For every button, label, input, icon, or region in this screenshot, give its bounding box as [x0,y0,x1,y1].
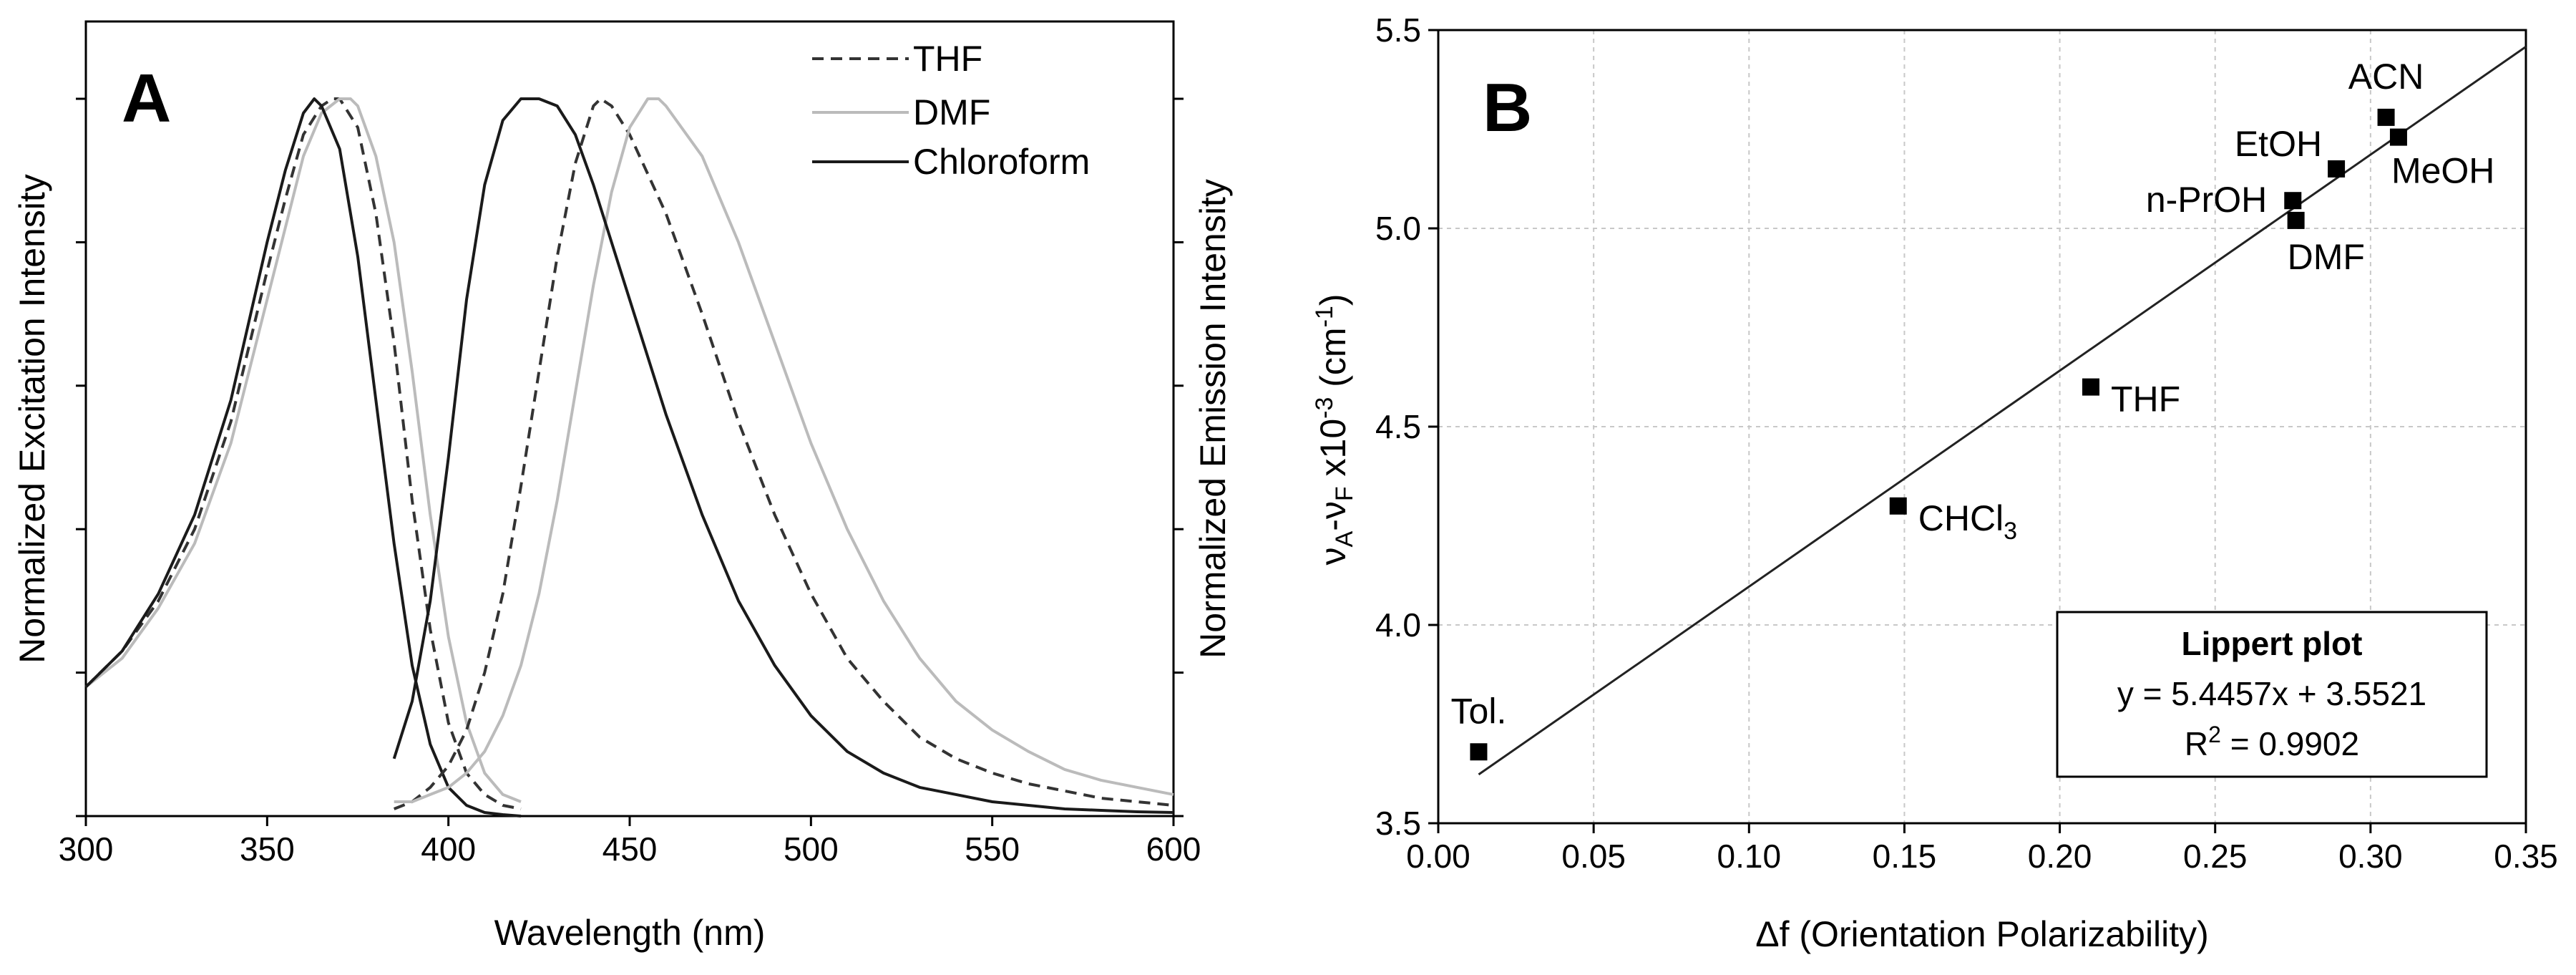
data-point-acn [2377,108,2395,126]
panel-a-label: A [122,60,171,137]
x-tick-label: 550 [965,830,1020,868]
x-tick-label: 350 [240,830,295,868]
x-tick-label: 0.25 [2183,838,2248,875]
panel-a-x-ticks: 300 350 400 450 500 550 600 [59,816,1201,868]
data-point-etoh [2328,160,2346,178]
data-point-n-proh [2284,192,2302,210]
panel-a-y-axis-label: Normalized Excitation Intensity [12,174,52,664]
x-tick-label: 0.10 [1717,838,1782,875]
data-point-chcl [1889,497,1907,515]
panel-b-points [1470,108,2407,761]
thf-emission-curve [393,97,1174,810]
x-tick-label: 0.00 [1406,838,1470,875]
lippert-annotation-box: Lippert plot y = 5.4457x + 3.5521 R2 = 0… [2056,611,2488,778]
y-tick-label: 5.0 [1375,210,1421,247]
legend-label-thf: THF [913,39,982,79]
x-tick-label: 400 [421,830,476,868]
point-label-thf: THF [2111,379,2180,419]
legend-label-chloroform: Chloroform [913,142,1090,182]
data-point-thf [2082,378,2099,396]
x-tick-label: 0.05 [1561,838,1626,875]
panel-b-label: B [1483,69,1532,146]
x-tick-label: 500 [784,830,839,868]
panel-a-y-ticks [76,97,1184,818]
point-label-meoh: MeOH [2391,151,2494,191]
point-label-dmf: DMF [2288,237,2365,277]
panel-a-x-axis-label: Wavelength (nm) [494,913,766,953]
legend-label-dmf: DMF [913,92,990,132]
panel-b-x-ticks: 0.00 0.05 0.10 0.15 0.20 0.25 0.30 0.35 [1406,823,2558,875]
point-label-etoh: EtOH [2235,124,2322,164]
y-tick-label: 4.5 [1375,408,1421,445]
annotation-title: Lippert plot [2182,625,2363,662]
x-tick-label: 0.35 [2494,838,2558,875]
panel-a-chart: A 300 350 400 450 500 550 600 Wavelength (nm) … [12,20,1233,953]
panel-a-plot-frame [84,20,1175,818]
panel-b-chart: B 0.00 0.05 0.10 0.15 0.20 0.25 0.30 0.35 3.5 4.… [1311,11,2558,954]
annotation-r-squared: R2 = 0.9902 [2185,722,2359,762]
panel-b-y-ticks: 3.5 4.0 4.5 5.0 5.5 [1375,11,1438,842]
x-tick-label: 0.20 [2028,838,2092,875]
x-tick-label: 600 [1146,830,1201,868]
y-tick-label: 3.5 [1375,805,1421,842]
data-point-dmf [2287,211,2305,229]
y-tick-label: 5.5 [1375,11,1421,49]
panel-b-fit-line [1478,45,2527,776]
x-tick-label: 300 [59,830,114,868]
panel-b-x-axis-label: Δf (Orientation Polarizability) [1755,914,2209,954]
x-tick-label: 450 [602,830,658,868]
x-tick-label: 0.15 [1873,838,1937,875]
panel-b-point-labels: Tol. CHCl3 THF DMF n-PrOH EtOH ACN MeOH [1451,57,2495,731]
dmf-excitation-curve [84,97,522,803]
point-label-acn: ACN [2348,57,2424,97]
panel-a-legend: THF DMF Chloroform [812,39,1090,182]
chloroform-excitation-curve [84,97,522,818]
data-point-meoh [2389,128,2407,146]
dmf-emission-curve [394,97,1174,803]
thf-excitation-curve [84,97,522,810]
panel-b-y-axis-label: νA-νF x10-3 (cm-1) [1311,294,1358,566]
data-point-tol [1470,743,1488,761]
point-label-n-proh: n-PrOH [2146,180,2267,220]
annotation-equation: y = 5.4457x + 3.5521 [2117,675,2426,712]
panel-a-series [84,97,1174,818]
chloroform-emission-curve [392,97,1174,814]
point-label-tol: Tol. [1451,691,1507,731]
annotation-frame [2056,611,2488,778]
point-label-chcl: CHCl3 [1918,498,2017,545]
panel-a-right-y-axis-label: Normalized Emission Intensity [1193,179,1233,659]
y-tick-label: 4.0 [1375,606,1421,644]
x-tick-label: 0.30 [2338,838,2403,875]
